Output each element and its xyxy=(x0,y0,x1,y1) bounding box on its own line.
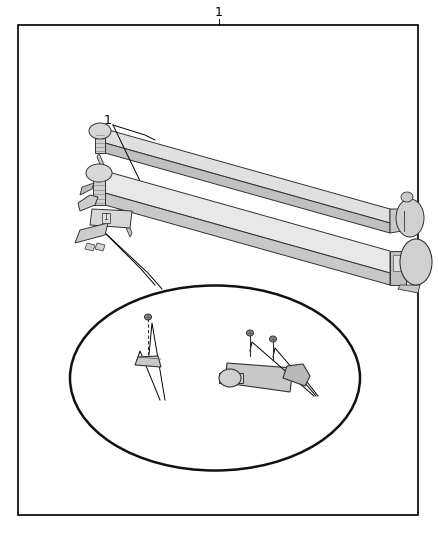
Ellipse shape xyxy=(396,199,424,237)
Polygon shape xyxy=(102,213,110,223)
Polygon shape xyxy=(225,363,293,392)
Polygon shape xyxy=(135,356,161,367)
Ellipse shape xyxy=(401,192,413,202)
Polygon shape xyxy=(78,195,98,211)
Text: 1: 1 xyxy=(215,6,223,20)
Polygon shape xyxy=(93,171,105,205)
Polygon shape xyxy=(390,251,406,285)
Text: 1: 1 xyxy=(104,214,108,222)
Ellipse shape xyxy=(219,369,241,387)
Polygon shape xyxy=(80,183,94,195)
Polygon shape xyxy=(398,285,420,293)
Ellipse shape xyxy=(89,123,111,139)
Polygon shape xyxy=(219,373,243,383)
Polygon shape xyxy=(85,243,95,251)
Polygon shape xyxy=(283,364,310,386)
Polygon shape xyxy=(105,129,390,223)
Polygon shape xyxy=(95,243,105,251)
Ellipse shape xyxy=(269,336,276,342)
Polygon shape xyxy=(105,193,390,285)
Polygon shape xyxy=(105,171,390,273)
Text: 1: 1 xyxy=(104,115,112,127)
Polygon shape xyxy=(393,255,403,271)
Ellipse shape xyxy=(247,330,254,336)
Ellipse shape xyxy=(86,164,112,182)
Ellipse shape xyxy=(145,314,152,320)
Text: 2: 2 xyxy=(314,393,322,407)
Polygon shape xyxy=(390,209,402,233)
Polygon shape xyxy=(105,143,390,233)
Polygon shape xyxy=(75,223,108,243)
Polygon shape xyxy=(97,153,132,237)
Ellipse shape xyxy=(400,239,432,285)
Polygon shape xyxy=(95,129,105,153)
Ellipse shape xyxy=(70,286,360,471)
Text: 2: 2 xyxy=(159,399,167,411)
Polygon shape xyxy=(90,209,132,228)
